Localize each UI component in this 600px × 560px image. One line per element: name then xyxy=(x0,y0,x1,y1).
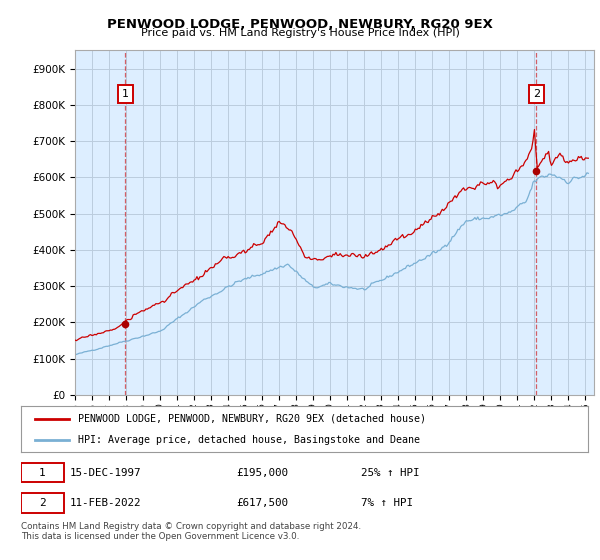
Text: £617,500: £617,500 xyxy=(236,498,289,508)
Text: 11-FEB-2022: 11-FEB-2022 xyxy=(69,498,140,508)
Text: Contains HM Land Registry data © Crown copyright and database right 2024.
This d: Contains HM Land Registry data © Crown c… xyxy=(21,522,361,542)
FancyBboxPatch shape xyxy=(21,493,64,512)
Text: 1: 1 xyxy=(39,468,46,478)
Text: HPI: Average price, detached house, Basingstoke and Deane: HPI: Average price, detached house, Basi… xyxy=(78,435,420,445)
Text: 2: 2 xyxy=(39,498,46,508)
Text: 2: 2 xyxy=(533,89,540,99)
Text: PENWOOD LODGE, PENWOOD, NEWBURY, RG20 9EX (detached house): PENWOOD LODGE, PENWOOD, NEWBURY, RG20 9E… xyxy=(78,413,426,423)
Text: Price paid vs. HM Land Registry's House Price Index (HPI): Price paid vs. HM Land Registry's House … xyxy=(140,28,460,38)
Text: 25% ↑ HPI: 25% ↑ HPI xyxy=(361,468,420,478)
Text: 1: 1 xyxy=(122,89,129,99)
Text: PENWOOD LODGE, PENWOOD, NEWBURY, RG20 9EX: PENWOOD LODGE, PENWOOD, NEWBURY, RG20 9E… xyxy=(107,18,493,31)
Text: 15-DEC-1997: 15-DEC-1997 xyxy=(69,468,140,478)
Text: 7% ↑ HPI: 7% ↑ HPI xyxy=(361,498,413,508)
FancyBboxPatch shape xyxy=(21,463,64,482)
Text: £195,000: £195,000 xyxy=(236,468,289,478)
